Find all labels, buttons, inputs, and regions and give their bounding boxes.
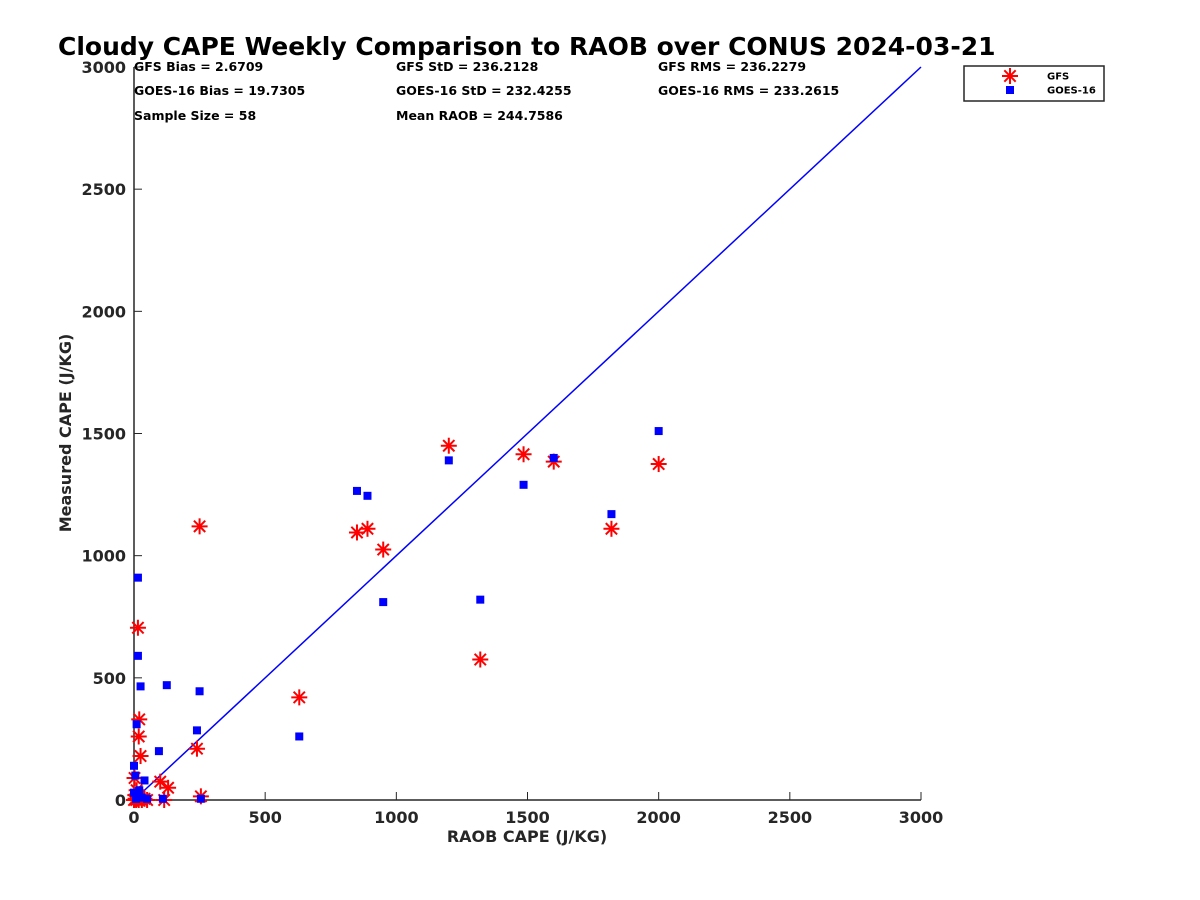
data-point [132, 720, 141, 729]
y-tick-label: 2500 [81, 180, 126, 199]
x-tick-label: 500 [248, 808, 281, 827]
x-tick-label: 0 [128, 808, 139, 827]
data-point [549, 453, 558, 462]
y-tick-label: 1000 [81, 547, 126, 566]
data-point [136, 682, 145, 691]
legend-box [963, 65, 1105, 102]
reference-line [133, 66, 922, 801]
x-tick-label: 2000 [636, 808, 681, 827]
data-points [126, 427, 667, 808]
x-tick-label: 1000 [374, 808, 419, 827]
data-point [519, 480, 528, 489]
one-to-one-line [133, 66, 922, 801]
x-tick-label: 2500 [768, 808, 813, 827]
data-point [191, 518, 208, 535]
y-tick-label: 0 [115, 791, 126, 810]
y-tick-label: 1500 [81, 425, 126, 444]
data-point [476, 595, 485, 604]
y-tick-label: 2000 [81, 302, 126, 321]
data-point [295, 732, 304, 741]
data-point [472, 651, 489, 668]
data-point [131, 771, 140, 780]
legend-label: GOES-16 [1047, 86, 1096, 97]
stat-text: GFS RMS = 236.2279 [658, 59, 806, 74]
legend-label: GFS [1047, 72, 1069, 83]
stat-text: GOES-16 RMS = 233.2615 [658, 83, 839, 98]
data-point [195, 687, 204, 696]
stat-text: GFS Bias = 2.6709 [134, 59, 263, 74]
stat-text: Mean RAOB = 244.7586 [396, 108, 563, 123]
data-point [440, 437, 457, 454]
data-point [515, 446, 532, 463]
data-point [379, 598, 388, 607]
tick-labels: 0 500 1000 1500 2000 2500 3000 0 500 1000 1500 2000… [81, 58, 943, 827]
data-point [196, 794, 205, 803]
data-point [359, 520, 376, 537]
data-point [158, 794, 167, 803]
data-point [130, 761, 138, 770]
data-point [650, 456, 667, 473]
x-axis-label: RAOB CAPE (J/KG) [447, 827, 607, 846]
x-tick-label: 1500 [505, 808, 550, 827]
data-point [133, 651, 142, 660]
data-point [130, 728, 147, 745]
data-point [140, 776, 149, 785]
data-point [375, 541, 392, 558]
data-point [192, 726, 201, 735]
data-point [129, 619, 146, 636]
legend-marker [1006, 86, 1014, 94]
data-point [444, 456, 453, 465]
data-point [154, 747, 163, 756]
data-point [132, 748, 149, 765]
data-point [162, 681, 171, 690]
data-point [363, 491, 372, 500]
series-gfs [126, 437, 667, 808]
data-point [133, 573, 142, 582]
data-point [135, 786, 144, 795]
data-point [132, 794, 141, 803]
x-tick-label: 3000 [899, 808, 944, 827]
data-point [137, 793, 146, 802]
data-point [160, 779, 177, 796]
data-point [291, 689, 308, 706]
series-goes-16 [130, 427, 663, 803]
data-point [352, 486, 361, 495]
data-point [143, 794, 152, 803]
y-tick-label: 500 [93, 669, 126, 688]
chart-title: Cloudy CAPE Weekly Comparison to RAOB ov… [58, 32, 996, 61]
y-axis-label: Measured CAPE (J/KG) [56, 334, 75, 533]
y-tick-label: 3000 [81, 58, 126, 77]
data-point [130, 788, 138, 797]
legend: GFS GOES-16 [963, 65, 1105, 102]
stat-text: GOES-16 StD = 232.4255 [396, 83, 572, 98]
statistics-block: GFS Bias = 2.6709 GFS StD = 236.2128 GFS R… [134, 59, 839, 123]
stat-text: GOES-16 Bias = 19.7305 [134, 83, 305, 98]
data-point [603, 520, 620, 537]
data-point [188, 740, 205, 757]
data-point [607, 510, 616, 519]
legend-marker [1002, 68, 1018, 84]
stat-text: GFS StD = 236.2128 [396, 59, 538, 74]
data-point [654, 427, 663, 436]
stat-text: Sample Size = 58 [134, 108, 256, 123]
